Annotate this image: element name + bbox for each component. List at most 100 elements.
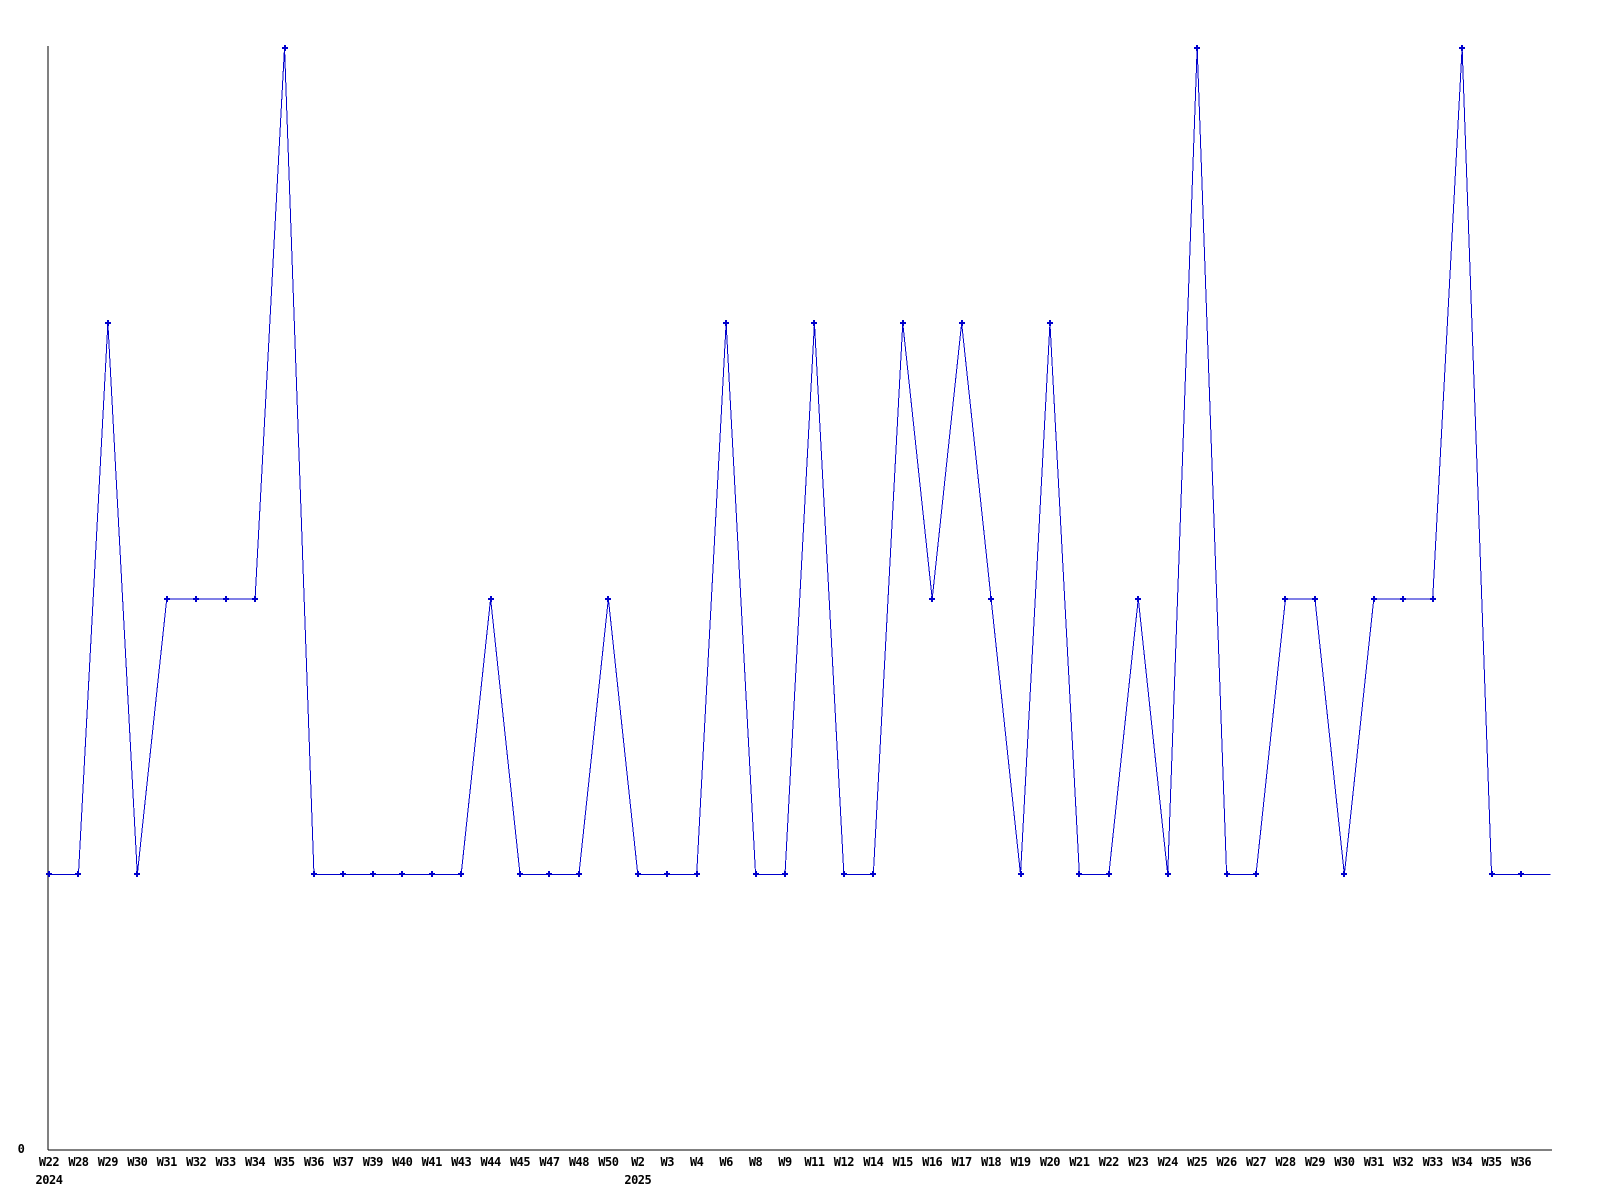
- x-tick-label: W36: [1511, 1155, 1531, 1169]
- x-tick-label: W8: [749, 1155, 763, 1169]
- data-point-marker: [164, 596, 170, 602]
- data-point-marker: [576, 871, 582, 877]
- data-point-marker: [546, 871, 552, 877]
- x-tick-label: W18: [981, 1155, 1001, 1169]
- x-tick-label: W39: [363, 1155, 383, 1169]
- x-tick-label: W43: [451, 1155, 471, 1169]
- x-tick-label: W23: [1128, 1155, 1148, 1169]
- data-point-marker: [458, 871, 464, 877]
- x-tick-label: W20: [1040, 1155, 1060, 1169]
- data-point-marker: [929, 596, 935, 602]
- x-tick-label: W40: [392, 1155, 412, 1169]
- data-point-marker: [811, 320, 817, 326]
- x-tick-label: W33: [1423, 1155, 1443, 1169]
- data-point-marker: [1282, 596, 1288, 602]
- x-tick-label: W4: [690, 1155, 704, 1169]
- data-point-marker: [841, 871, 847, 877]
- x-tick-label: W27: [1246, 1155, 1266, 1169]
- data-point-marker: [399, 871, 405, 877]
- data-point-marker: [282, 45, 288, 51]
- data-point-marker: [429, 871, 435, 877]
- data-point-marker: [517, 871, 523, 877]
- x-tick-label: W2: [631, 1155, 645, 1169]
- data-point-marker: [1165, 871, 1171, 877]
- x-tick-label: W48: [569, 1155, 589, 1169]
- data-point-marker: [782, 871, 788, 877]
- x-tick-label: W36: [304, 1155, 324, 1169]
- x-tick-label: W24: [1158, 1155, 1178, 1169]
- data-point-marker: [1341, 871, 1347, 877]
- x-tick-label: W28: [68, 1155, 88, 1169]
- data-point-marker: [134, 871, 140, 877]
- data-point-marker: [870, 871, 876, 877]
- year-labels: 2024 2025: [36, 1173, 652, 1187]
- x-tick-label: W15: [893, 1155, 913, 1169]
- data-point-marker: [1224, 871, 1230, 877]
- x-tick-label: W29: [98, 1155, 118, 1169]
- x-tick-label: W30: [127, 1155, 147, 1169]
- data-series: [49, 47, 1551, 875]
- x-tick-label: W31: [1364, 1155, 1384, 1169]
- x-tick-label: W34: [245, 1155, 265, 1169]
- x-tick-label: W31: [157, 1155, 177, 1169]
- data-point-marker: [959, 320, 965, 326]
- x-tick-label: W35: [274, 1155, 294, 1169]
- y-axis-zero-label: 0: [18, 1142, 25, 1156]
- data-point-marker: [193, 596, 199, 602]
- x-tick-label: W17: [952, 1155, 972, 1169]
- x-tick-label: W22: [1099, 1155, 1119, 1169]
- data-point-marker: [694, 871, 700, 877]
- data-point-marker: [1400, 596, 1406, 602]
- data-point-marker: [252, 596, 258, 602]
- x-tick-labels: W22 W28 W29 W30 W31 W32 W33 W34 W35 W36 W37 W39 W40 W…: [39, 1155, 1532, 1169]
- data-point-marker: [311, 871, 317, 877]
- x-tick-label: W22: [39, 1155, 59, 1169]
- x-tick-label: W37: [333, 1155, 353, 1169]
- data-point-marker: [340, 871, 346, 877]
- x-tick-label: W30: [1334, 1155, 1354, 1169]
- data-point-marker: [370, 871, 376, 877]
- x-tick-label: W16: [922, 1155, 942, 1169]
- data-point-marker: [1047, 320, 1053, 326]
- x-tick-label: W44: [481, 1155, 501, 1169]
- x-tick-label: W29: [1305, 1155, 1325, 1169]
- data-point-marker: [1489, 871, 1495, 877]
- data-point-marker: [1076, 871, 1082, 877]
- x-tick-label: W3: [661, 1155, 675, 1169]
- x-tick-label: W32: [1393, 1155, 1413, 1169]
- x-tick-label: W28: [1275, 1155, 1295, 1169]
- data-point-marker: [1018, 871, 1024, 877]
- data-point-marker: [46, 871, 52, 877]
- x-tick-label: W12: [834, 1155, 854, 1169]
- data-point-marker: [1194, 45, 1200, 51]
- data-point-marker: [223, 596, 229, 602]
- x-tick-label: W35: [1481, 1155, 1501, 1169]
- data-point-marker: [635, 871, 641, 877]
- x-tick-label: W50: [598, 1155, 618, 1169]
- data-point-marker: [488, 596, 494, 602]
- x-tick-label: W33: [216, 1155, 236, 1169]
- data-point-markers: [46, 45, 1524, 877]
- x-tick-label: W45: [510, 1155, 530, 1169]
- data-point-marker: [1253, 871, 1259, 877]
- data-point-marker: [1430, 596, 1436, 602]
- x-tick-label: W21: [1069, 1155, 1089, 1169]
- data-series-line: [49, 47, 1551, 875]
- x-tick-label: W19: [1010, 1155, 1030, 1169]
- axes: [47, 46, 1552, 1151]
- x-tick-label: W9: [778, 1155, 792, 1169]
- data-point-marker: [1106, 871, 1112, 877]
- x-tick-label: W32: [186, 1155, 206, 1169]
- data-point-marker: [1459, 45, 1465, 51]
- data-point-marker: [605, 596, 611, 602]
- data-point-marker: [753, 871, 759, 877]
- x-tick-label: W14: [863, 1155, 883, 1169]
- data-point-marker: [105, 320, 111, 326]
- x-tick-label: W34: [1452, 1155, 1472, 1169]
- data-point-marker: [1135, 596, 1141, 602]
- x-tick-label: W25: [1187, 1155, 1207, 1169]
- data-point-marker: [664, 871, 670, 877]
- data-point-marker: [75, 871, 81, 877]
- x-tick-label: W26: [1217, 1155, 1237, 1169]
